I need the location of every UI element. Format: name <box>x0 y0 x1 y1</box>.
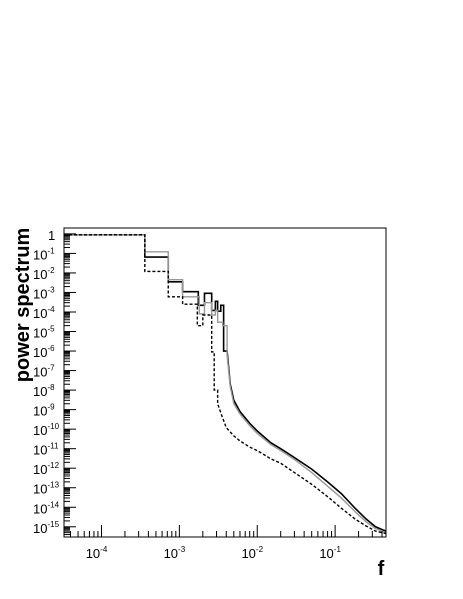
y-tick-label-exponent: -7 <box>47 364 55 373</box>
y-tick-label-base: 10 <box>33 286 47 301</box>
x-tick-label: 10-3 <box>164 545 186 561</box>
x-tick-label: 10-4 <box>86 545 108 561</box>
x-axis-title: f <box>378 558 385 580</box>
y-tick-label: 10-7 <box>33 364 55 380</box>
y-tick-label-base: 10 <box>33 365 47 380</box>
y-tick-label-exponent: -10 <box>47 422 59 431</box>
y-tick-label: 10-6 <box>33 344 55 360</box>
y-tick-label: 10-4 <box>33 305 55 321</box>
y-tick-label-exponent: -5 <box>47 325 55 334</box>
y-tick-label-exponent: -2 <box>47 266 55 275</box>
y-tick-label-exponent: -14 <box>47 500 59 509</box>
y-tick-label-exponent: -4 <box>47 305 55 314</box>
y-tick-label: 10-9 <box>33 403 55 419</box>
plot-frame <box>63 227 387 538</box>
y-tick-label-exponent: -3 <box>47 285 55 294</box>
y-tick-label-base: 10 <box>33 521 47 536</box>
y-tick-label: 10-5 <box>33 325 55 341</box>
y-tick-label: 10-1 <box>33 246 55 262</box>
y-tick-label-base: 10 <box>33 345 47 360</box>
y-tick-label-base: 10 <box>33 326 47 341</box>
y-tick-label-exponent: -8 <box>47 383 55 392</box>
y-tick-label: 10-11 <box>33 442 59 458</box>
x-tick-label-exponent: -4 <box>100 545 108 554</box>
x-tick-label-base: 10 <box>86 546 100 561</box>
y-tick-label-exponent: -11 <box>47 442 59 451</box>
tick-label-layer: 10-4 10-3 10-2 10-1110-110-210-310-410-510-… <box>33 228 341 561</box>
y-tick-label: 10-15 <box>33 520 60 536</box>
y-tick-label: 10-8 <box>33 383 55 399</box>
x-tick-label-base: 10 <box>164 546 178 561</box>
y-tick-label-exponent: -12 <box>47 461 59 470</box>
x-tick-label: 10-1 <box>319 545 341 561</box>
series-line-3 <box>64 234 386 535</box>
y-tick-label: 10-13 <box>33 481 60 497</box>
y-tick-label-base: 10 <box>33 384 47 399</box>
x-tick-label-exponent: -1 <box>334 545 342 554</box>
x-tick-label: 10-2 <box>241 545 263 561</box>
y-tick-label-exponent: -13 <box>47 481 59 490</box>
y-tick-label: 1 <box>48 228 55 243</box>
x-tick-label-base: 10 <box>319 546 333 561</box>
y-tick-label-base: 10 <box>33 404 47 419</box>
y-tick-label-base: 10 <box>33 267 47 282</box>
tick-layer <box>64 227 383 538</box>
y-tick-label: 10-12 <box>33 461 60 477</box>
y-tick-label: 10-2 <box>33 266 55 282</box>
y-tick-label: 10-3 <box>33 285 55 301</box>
y-tick-label: 10-10 <box>33 422 60 438</box>
x-tick-label-base: 10 <box>241 546 255 561</box>
y-tick-label-exponent: -6 <box>47 344 55 353</box>
y-tick-label-exponent: -15 <box>47 520 59 529</box>
x-tick-label-exponent: -2 <box>256 545 264 554</box>
y-tick-label-base: 10 <box>33 501 47 516</box>
y-tick-label-base: 10 <box>33 423 47 438</box>
y-axis-title: power spectrum <box>12 228 34 382</box>
series-layer <box>64 233 386 535</box>
y-tick-label-base: 10 <box>33 482 47 497</box>
series-line-2 <box>64 234 386 534</box>
x-tick-label-exponent: -3 <box>178 545 186 554</box>
y-tick-label-base: 10 <box>33 247 47 262</box>
y-tick-label-base: 1 <box>48 228 55 243</box>
y-tick-label-base: 10 <box>33 443 47 458</box>
y-tick-label: 10-14 <box>33 500 60 516</box>
y-tick-label-exponent: -1 <box>47 246 55 255</box>
y-tick-label-base: 10 <box>33 306 47 321</box>
y-tick-label-exponent: -9 <box>47 403 55 412</box>
y-tick-label-base: 10 <box>33 462 47 477</box>
